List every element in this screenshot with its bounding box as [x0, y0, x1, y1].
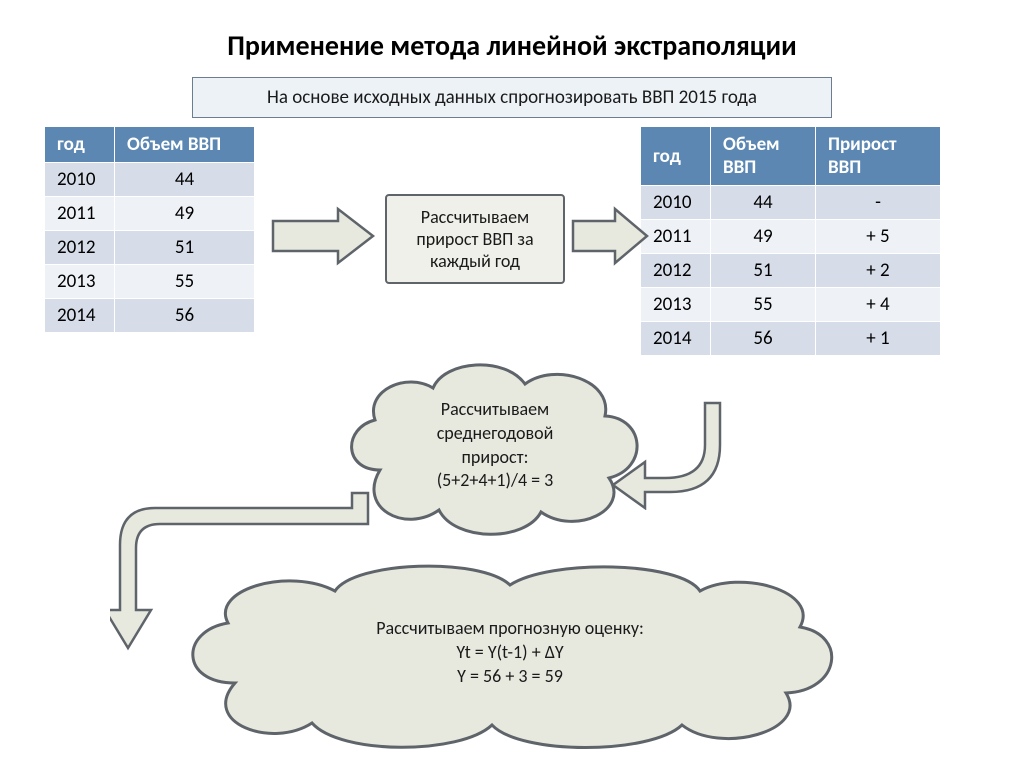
cloud-avg-growth: Рассчитываем среднегодовой прирост: (5+2… [335, 350, 655, 545]
growth-data-table: год Объем ВВП Прирост ВВП 201044- 201149… [640, 126, 941, 356]
table-row: 201044 [45, 163, 255, 197]
th-growth: Прирост ВВП [816, 127, 941, 186]
table-row: 201251+ 2 [641, 254, 941, 288]
page-title: Применение метода линейной экстраполяции [0, 0, 1024, 63]
table-row: 201456 [45, 299, 255, 333]
th-gdp: Объем ВВП [115, 127, 255, 163]
cloud2-line2: Yt = Y(t-1) + ΔY [180, 641, 840, 665]
th-year: год [45, 127, 115, 163]
cloud1-line1: Рассчитываем [335, 398, 655, 422]
table-row: 201355+ 4 [641, 288, 941, 322]
cloud1-line3: прирост: [335, 446, 655, 470]
cloud1-line4: (5+2+4+1)/4 = 3 [335, 469, 655, 493]
arrow-right-icon [268, 206, 378, 266]
table-row: 201149 [45, 197, 255, 231]
table-row: 201355 [45, 265, 255, 299]
cloud2-line1: Рассчитываем прогнозную оценку: [180, 617, 840, 641]
arrow-right-icon [570, 206, 650, 266]
th-gdp: Объем ВВП [711, 127, 816, 186]
cloud2-line3: Y = 56 + 3 = 59 [180, 665, 840, 689]
source-data-table: год Объем ВВП 201044 201149 201251 20135… [44, 126, 255, 333]
table-row: 201149+ 5 [641, 220, 941, 254]
cloud-forecast: Рассчитываем прогнозную оценку: Yt = Y(t… [180, 555, 840, 755]
th-year: год [641, 127, 711, 186]
subtitle-box: На основе исходных данных спрогнозироват… [192, 77, 832, 118]
cloud1-line2: среднегодовой [335, 422, 655, 446]
process-box: Рассчитываем прирост ВВП за каждый год [385, 194, 565, 284]
curved-arrow-icon [610, 400, 730, 510]
table-row: 201044- [641, 186, 941, 220]
table-row: 201456+ 1 [641, 322, 941, 356]
table-row: 201251 [45, 231, 255, 265]
